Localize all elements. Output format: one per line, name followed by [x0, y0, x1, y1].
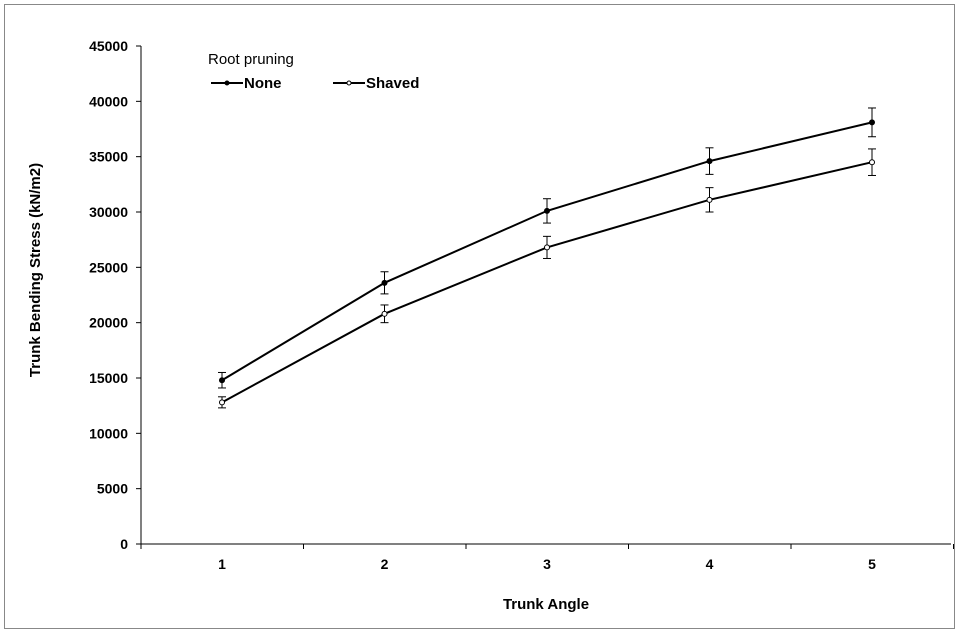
data-point: [381, 279, 388, 286]
legend-item-none: None: [211, 75, 282, 92]
data-point: [544, 244, 550, 251]
x-tick-label: 4: [706, 556, 714, 572]
series-none: [218, 107, 876, 389]
y-tick-label: 25000: [89, 259, 128, 275]
data-point: [706, 196, 713, 203]
data-point: [869, 159, 875, 166]
legend-label: Shaved: [366, 75, 419, 92]
y-tick-label: 0: [120, 536, 128, 552]
legend-swatch-marker: [224, 80, 230, 86]
x-tick-label: 5: [868, 556, 876, 572]
x-tick-label: 2: [381, 556, 389, 572]
axes: [140, 46, 951, 545]
data-point: [544, 207, 550, 214]
y-tick-label: 10000: [89, 425, 128, 441]
y-tick-label: 20000: [89, 315, 128, 331]
x-axis-title: Trunk Angle: [503, 596, 589, 613]
y-tick-label: 5000: [97, 481, 128, 497]
y-tick-label: 35000: [89, 149, 128, 165]
legend-items: None Shaved: [211, 75, 419, 92]
legend: Root pruning None Shaved: [208, 51, 419, 92]
legend-label: None: [244, 75, 282, 92]
legend-item-shaved: Shaved: [333, 75, 419, 92]
y-axis-title: Trunk Bending Stress (kN/m2): [27, 163, 44, 377]
data-point: [219, 399, 225, 406]
y-tick-label: 15000: [89, 370, 128, 386]
data-point: [869, 119, 875, 126]
y-tick-label: 30000: [89, 204, 128, 220]
y-axis-ticks: 0 5000 10000 15000 20000 25000 30000 35000 40000…: [89, 38, 141, 552]
chart-frame: [4, 4, 955, 629]
data-point: [381, 310, 388, 317]
data-point: [219, 377, 225, 384]
y-tick-label: 45000: [89, 38, 128, 54]
legend-swatch-marker: [346, 80, 352, 86]
series-layer: [218, 107, 876, 409]
series-shaved: [218, 148, 876, 409]
x-tick-label: 3: [543, 556, 551, 572]
legend-title: Root pruning: [208, 51, 294, 68]
y-tick-label: 40000: [89, 93, 128, 109]
x-axis-ticks: 1 2 3 4 5: [140, 544, 954, 572]
x-tick-label: 1: [218, 556, 226, 572]
data-point: [706, 158, 713, 165]
